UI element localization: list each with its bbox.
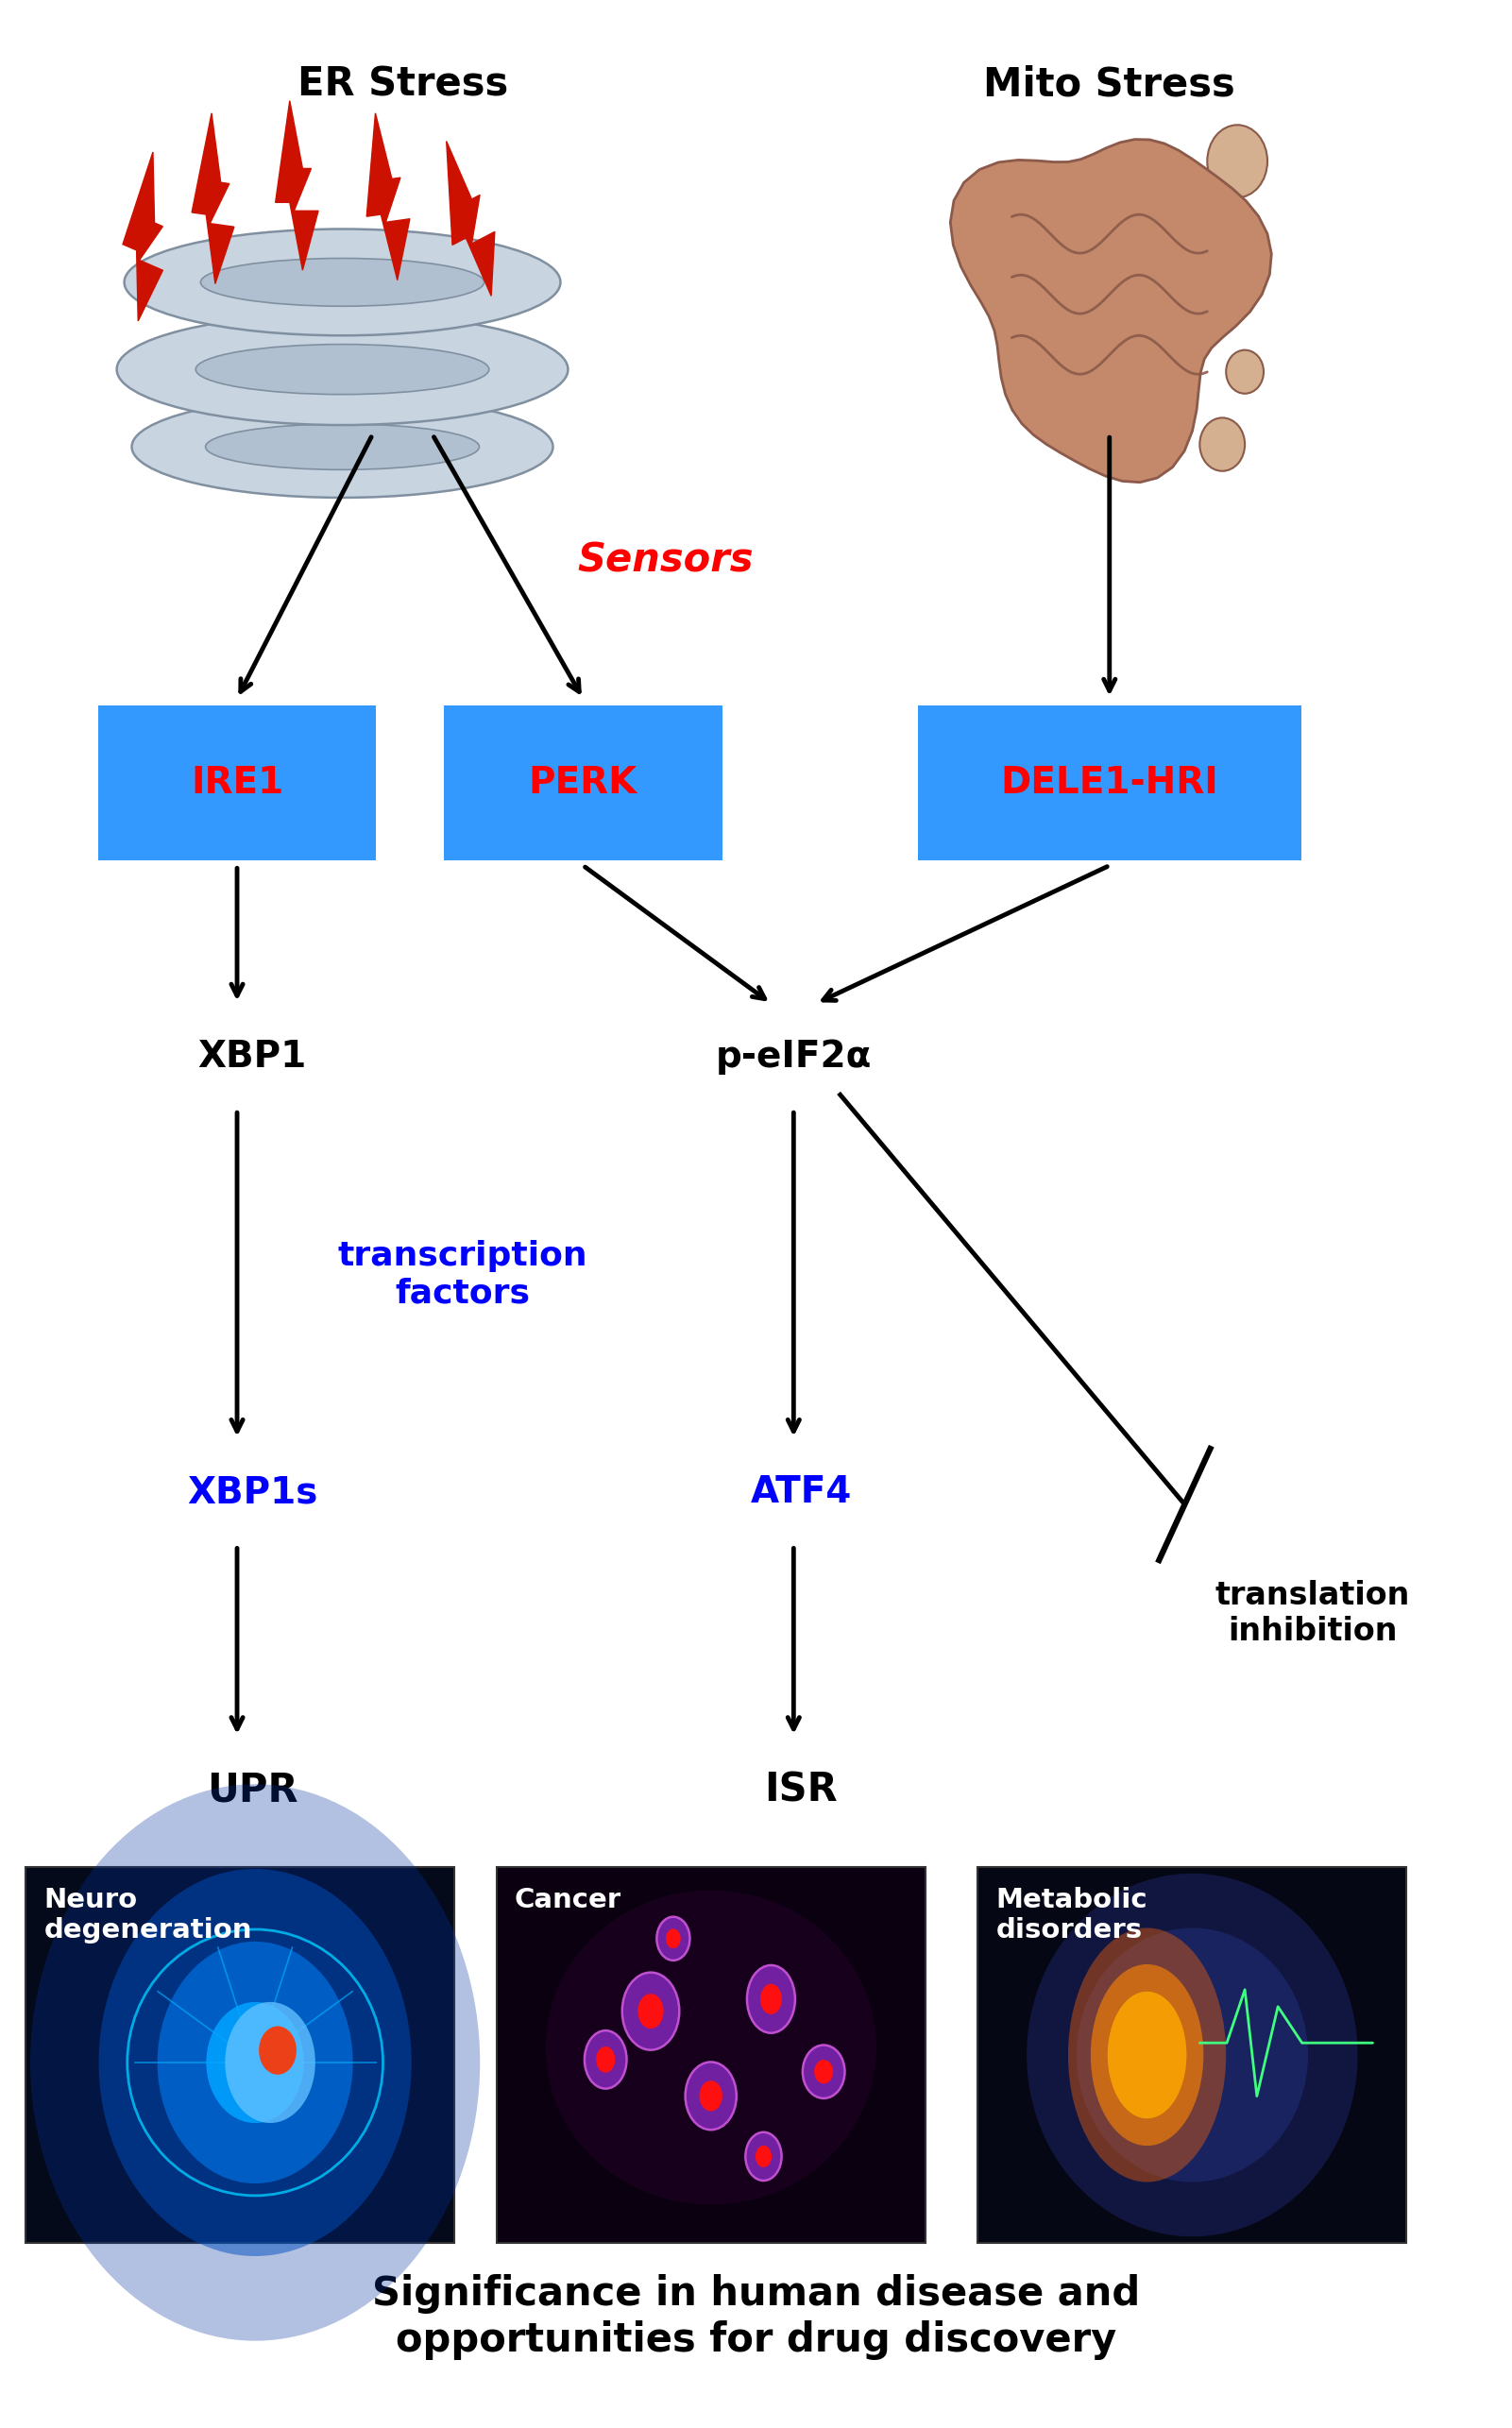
Ellipse shape	[1090, 1964, 1204, 2146]
Ellipse shape	[665, 1928, 680, 1947]
Ellipse shape	[546, 1889, 877, 2205]
Ellipse shape	[1027, 1874, 1358, 2236]
Text: DELE1-HRI: DELE1-HRI	[1001, 765, 1219, 801]
Ellipse shape	[813, 2059, 833, 2083]
Ellipse shape	[621, 1972, 679, 2049]
Polygon shape	[192, 114, 234, 284]
Ellipse shape	[206, 2003, 304, 2122]
Ellipse shape	[745, 2132, 782, 2180]
Polygon shape	[446, 141, 494, 296]
Text: Mito Stress: Mito Stress	[983, 66, 1235, 104]
Polygon shape	[275, 100, 319, 270]
Ellipse shape	[700, 2081, 723, 2110]
Text: p-eIF2α: p-eIF2α	[715, 1039, 872, 1076]
Ellipse shape	[98, 1870, 411, 2256]
Text: Cancer: Cancer	[514, 1887, 621, 1913]
Ellipse shape	[596, 2047, 615, 2074]
Ellipse shape	[1067, 1928, 1226, 2183]
Ellipse shape	[1108, 1991, 1187, 2120]
FancyBboxPatch shape	[918, 707, 1302, 860]
Ellipse shape	[756, 2146, 771, 2168]
Ellipse shape	[30, 1785, 479, 2341]
Text: transcription
factors: transcription factors	[337, 1241, 588, 1309]
FancyBboxPatch shape	[978, 1867, 1406, 2243]
Text: XBP1: XBP1	[198, 1039, 307, 1076]
Text: Metabolic
disorders: Metabolic disorders	[996, 1887, 1148, 1945]
Ellipse shape	[656, 1916, 689, 1959]
Ellipse shape	[116, 313, 569, 425]
Ellipse shape	[132, 396, 553, 498]
Text: ATF4: ATF4	[750, 1474, 851, 1510]
Ellipse shape	[638, 1993, 664, 2030]
Ellipse shape	[747, 1964, 795, 2032]
Ellipse shape	[195, 345, 488, 393]
Text: Neuro
degeneration: Neuro degeneration	[44, 1887, 253, 1945]
Text: ISR: ISR	[765, 1770, 838, 1809]
Ellipse shape	[201, 257, 484, 306]
Text: Significance in human disease and
opportunities for drug discovery: Significance in human disease and opport…	[372, 2275, 1140, 2360]
FancyBboxPatch shape	[445, 707, 723, 860]
Ellipse shape	[761, 1984, 782, 2015]
Text: XBP1s: XBP1s	[187, 1474, 318, 1510]
Polygon shape	[366, 114, 410, 279]
Text: Sensors: Sensors	[578, 541, 754, 580]
Polygon shape	[951, 138, 1272, 483]
Ellipse shape	[225, 2003, 316, 2122]
FancyBboxPatch shape	[496, 1867, 925, 2243]
Text: PERK: PERK	[529, 765, 638, 801]
Text: IRE1: IRE1	[191, 765, 283, 801]
FancyBboxPatch shape	[98, 707, 376, 860]
Text: translation
inhibition: translation inhibition	[1216, 1581, 1411, 1646]
Ellipse shape	[259, 2027, 296, 2074]
Text: ER Stress: ER Stress	[298, 66, 508, 104]
Text: UPR: UPR	[207, 1770, 298, 1809]
Ellipse shape	[1077, 1928, 1308, 2183]
Ellipse shape	[1207, 124, 1267, 197]
Ellipse shape	[803, 2044, 845, 2098]
Ellipse shape	[585, 2030, 626, 2088]
FancyBboxPatch shape	[26, 1867, 455, 2243]
Polygon shape	[122, 153, 163, 320]
Ellipse shape	[1199, 418, 1244, 471]
Ellipse shape	[1226, 350, 1264, 393]
Ellipse shape	[124, 228, 561, 335]
Ellipse shape	[157, 1942, 352, 2183]
Ellipse shape	[685, 2061, 736, 2129]
Ellipse shape	[206, 425, 479, 469]
